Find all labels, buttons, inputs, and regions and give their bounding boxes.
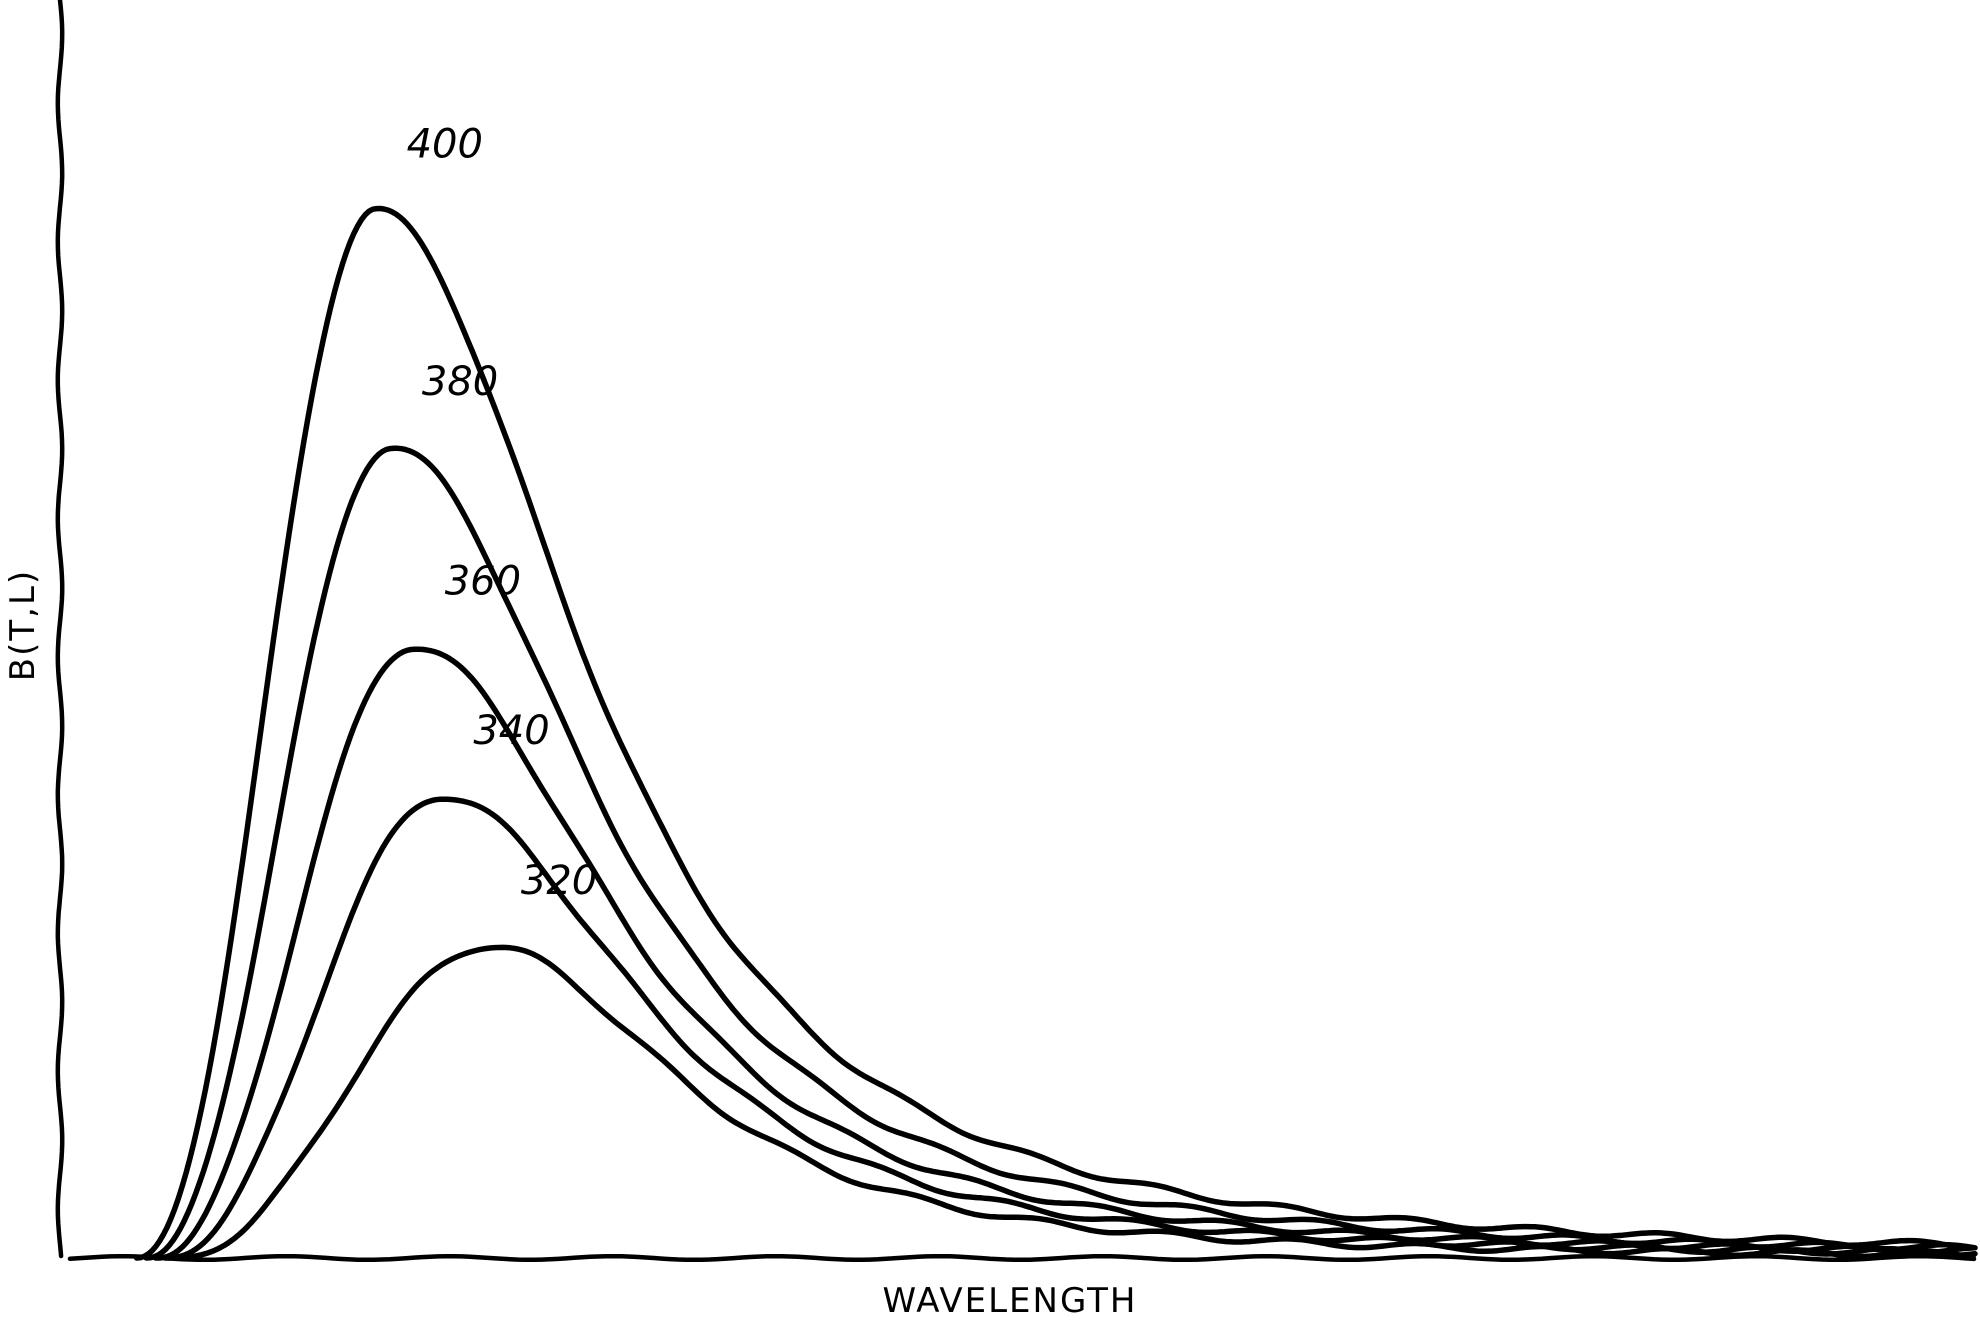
y-axis <box>55 0 65 1259</box>
series-label-400: 400 <box>407 122 483 168</box>
x-axis-label: WAVELENGTH <box>883 1281 1138 1321</box>
series-line-360 <box>152 646 1976 1261</box>
x-axis <box>67 1253 1977 1263</box>
series-line-380 <box>143 445 1978 1261</box>
y-axis-label: B(T,L) <box>3 569 43 681</box>
series-label-340: 340 <box>473 708 549 754</box>
series-line-320 <box>172 944 1976 1261</box>
series-line-340 <box>162 796 1978 1261</box>
series-label-320: 320 <box>521 858 597 904</box>
series-label-360: 360 <box>445 559 521 605</box>
series-line-400 <box>133 205 1976 1261</box>
